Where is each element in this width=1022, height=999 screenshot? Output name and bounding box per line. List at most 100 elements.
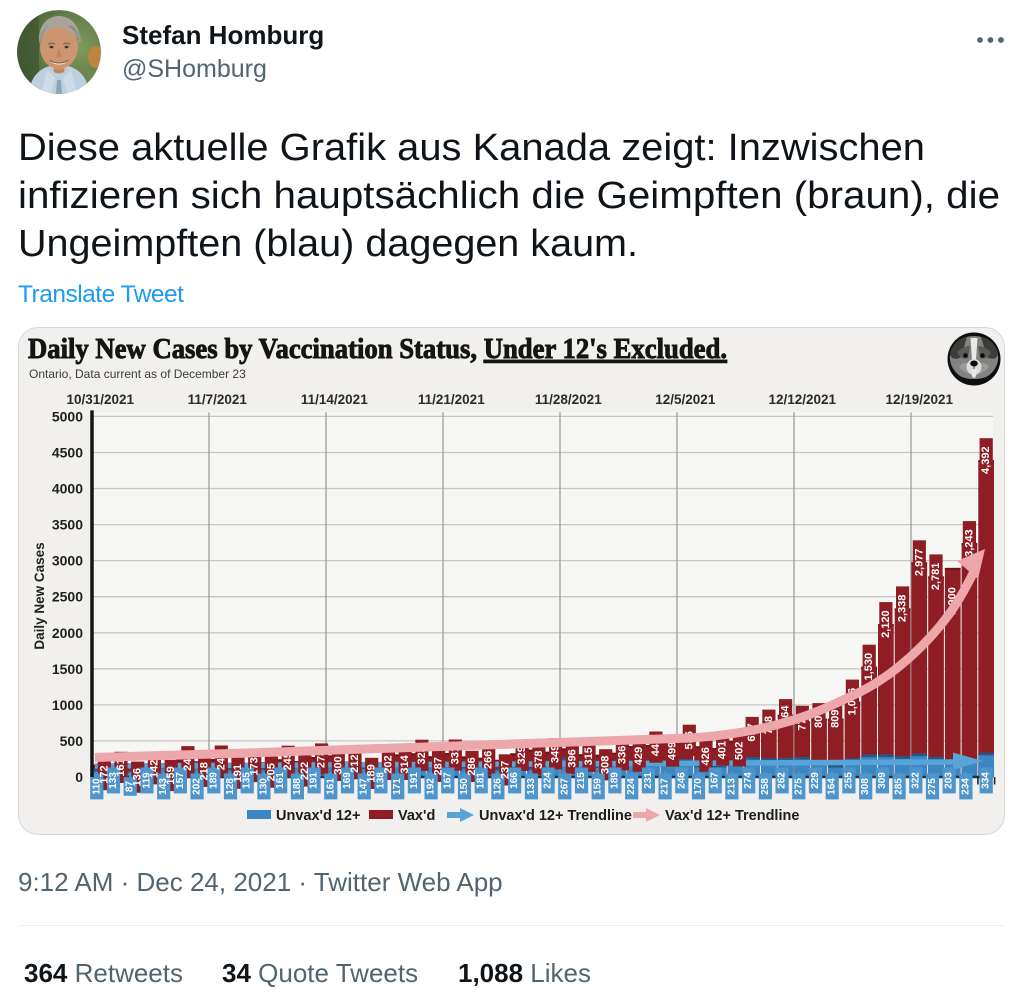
svg-text:12/5/2021: 12/5/2021 [655, 392, 716, 407]
svg-text:Vax'd: Vax'd [398, 808, 435, 824]
svg-text:401: 401 [717, 741, 729, 759]
svg-text:3500: 3500 [52, 517, 83, 533]
svg-text:181: 181 [476, 772, 487, 789]
svg-text:0: 0 [75, 769, 83, 785]
svg-text:500: 500 [60, 733, 84, 749]
svg-text:334: 334 [981, 772, 992, 789]
svg-text:2,781: 2,781 [930, 563, 942, 591]
svg-text:218: 218 [199, 762, 211, 780]
svg-text:224: 224 [626, 778, 637, 795]
svg-text:275: 275 [927, 778, 938, 795]
svg-text:Unvax'd 12+: Unvax'd 12+ [276, 808, 360, 824]
svg-text:138: 138 [375, 772, 386, 789]
svg-text:11/21/2021: 11/21/2021 [418, 392, 485, 407]
svg-text:167: 167 [442, 772, 453, 789]
svg-text:133: 133 [526, 778, 537, 795]
svg-text:213: 213 [726, 778, 737, 795]
svg-text:173: 173 [249, 757, 261, 775]
svg-text:142: 142 [148, 760, 160, 778]
svg-text:222: 222 [299, 762, 311, 780]
svg-text:191: 191 [309, 772, 320, 789]
svg-text:308: 308 [860, 778, 871, 795]
svg-text:Diese aktuelle Grafik aus Kana: Diese aktuelle Grafik aus Kanada zeigt: … [18, 127, 925, 169]
svg-text:285: 285 [894, 778, 905, 795]
svg-text:189: 189 [609, 772, 620, 789]
svg-text:172: 172 [98, 765, 110, 783]
svg-text:258: 258 [760, 778, 771, 795]
svg-text:1,530: 1,530 [863, 653, 875, 681]
svg-text:169: 169 [342, 772, 353, 789]
svg-text:87: 87 [125, 781, 136, 793]
svg-text:203: 203 [944, 772, 955, 789]
svg-text:1000: 1000 [52, 697, 83, 713]
svg-text:231: 231 [643, 772, 654, 789]
svg-text:128: 128 [225, 778, 236, 795]
svg-text:336: 336 [616, 746, 628, 764]
svg-text:192: 192 [426, 778, 437, 795]
svg-text:202: 202 [382, 755, 394, 773]
svg-text:130: 130 [258, 778, 269, 795]
svg-text:502: 502 [733, 742, 745, 760]
svg-text:4000: 4000 [52, 481, 83, 497]
svg-text:322: 322 [910, 772, 921, 789]
svg-text:245: 245 [282, 752, 294, 770]
svg-text:161: 161 [115, 758, 127, 776]
svg-text:133: 133 [108, 772, 119, 789]
svg-text:2,977: 2,977 [913, 549, 925, 577]
svg-text:Unvax'd 12+ Trendline: Unvax'd 12+ Trendline [479, 808, 632, 824]
svg-text:150: 150 [459, 778, 470, 795]
svg-text:167: 167 [710, 772, 721, 789]
svg-text:429: 429 [633, 747, 645, 765]
svg-text:329: 329 [516, 746, 528, 764]
svg-text:infizieren sich hauptsächlich: infizieren sich hauptsächlich die Geimpf… [18, 175, 1000, 217]
svg-text:11/7/2021: 11/7/2021 [188, 392, 248, 407]
svg-text:110: 110 [91, 778, 102, 795]
svg-text:3000: 3000 [52, 553, 83, 569]
svg-text:212: 212 [349, 755, 361, 773]
svg-text:255: 255 [843, 772, 854, 789]
svg-text:4500: 4500 [52, 445, 83, 461]
svg-text:499: 499 [667, 742, 679, 760]
svg-text:Vax'd 12+ Trendline: Vax'd 12+ Trendline [665, 808, 799, 824]
svg-text:159: 159 [165, 766, 177, 784]
svg-text:189: 189 [366, 764, 378, 782]
svg-text:159: 159 [593, 778, 604, 795]
svg-text:349: 349 [550, 745, 562, 763]
svg-text:Ungeimpften (blau) dagegen kau: Ungeimpften (blau) dagegen kaum. [18, 223, 638, 265]
svg-text:202: 202 [192, 778, 203, 795]
svg-text:234: 234 [960, 778, 971, 795]
svg-text:161: 161 [275, 772, 286, 789]
svg-text:161: 161 [325, 778, 336, 795]
svg-text:246: 246 [676, 772, 687, 789]
svg-text:136: 136 [132, 768, 144, 786]
svg-text:267: 267 [559, 778, 570, 795]
svg-text:262: 262 [777, 772, 788, 789]
svg-text:2,120: 2,120 [880, 610, 892, 638]
svg-text:237: 237 [499, 761, 511, 779]
svg-text:119: 119 [141, 772, 152, 789]
svg-text:300: 300 [332, 756, 344, 774]
svg-text:135: 135 [242, 772, 253, 789]
svg-text:166: 166 [509, 772, 520, 789]
svg-text:170: 170 [693, 778, 704, 795]
svg-text:215: 215 [576, 772, 587, 789]
svg-text:191: 191 [409, 772, 420, 789]
svg-text:Ontario, Data current as of De: Ontario, Data current as of December 23 [29, 367, 246, 381]
svg-text:4,392: 4,392 [980, 446, 992, 474]
svg-text:275: 275 [793, 778, 804, 795]
svg-text:286: 286 [466, 757, 478, 775]
svg-text:809: 809 [830, 710, 842, 728]
svg-text:191: 191 [232, 764, 244, 782]
svg-text:Daily New Cases: Daily New Cases [32, 542, 47, 649]
svg-text:126: 126 [492, 778, 503, 795]
svg-text:147: 147 [359, 778, 370, 795]
svg-text:426: 426 [700, 747, 712, 765]
svg-text:11/14/2021: 11/14/2021 [301, 392, 368, 407]
svg-text:143: 143 [158, 778, 169, 795]
svg-text:2500: 2500 [52, 589, 83, 605]
svg-text:1500: 1500 [52, 661, 83, 677]
svg-text:308: 308 [600, 756, 612, 774]
svg-text:2,338: 2,338 [897, 595, 909, 623]
svg-text:315: 315 [583, 747, 595, 765]
svg-text:217: 217 [660, 778, 671, 795]
